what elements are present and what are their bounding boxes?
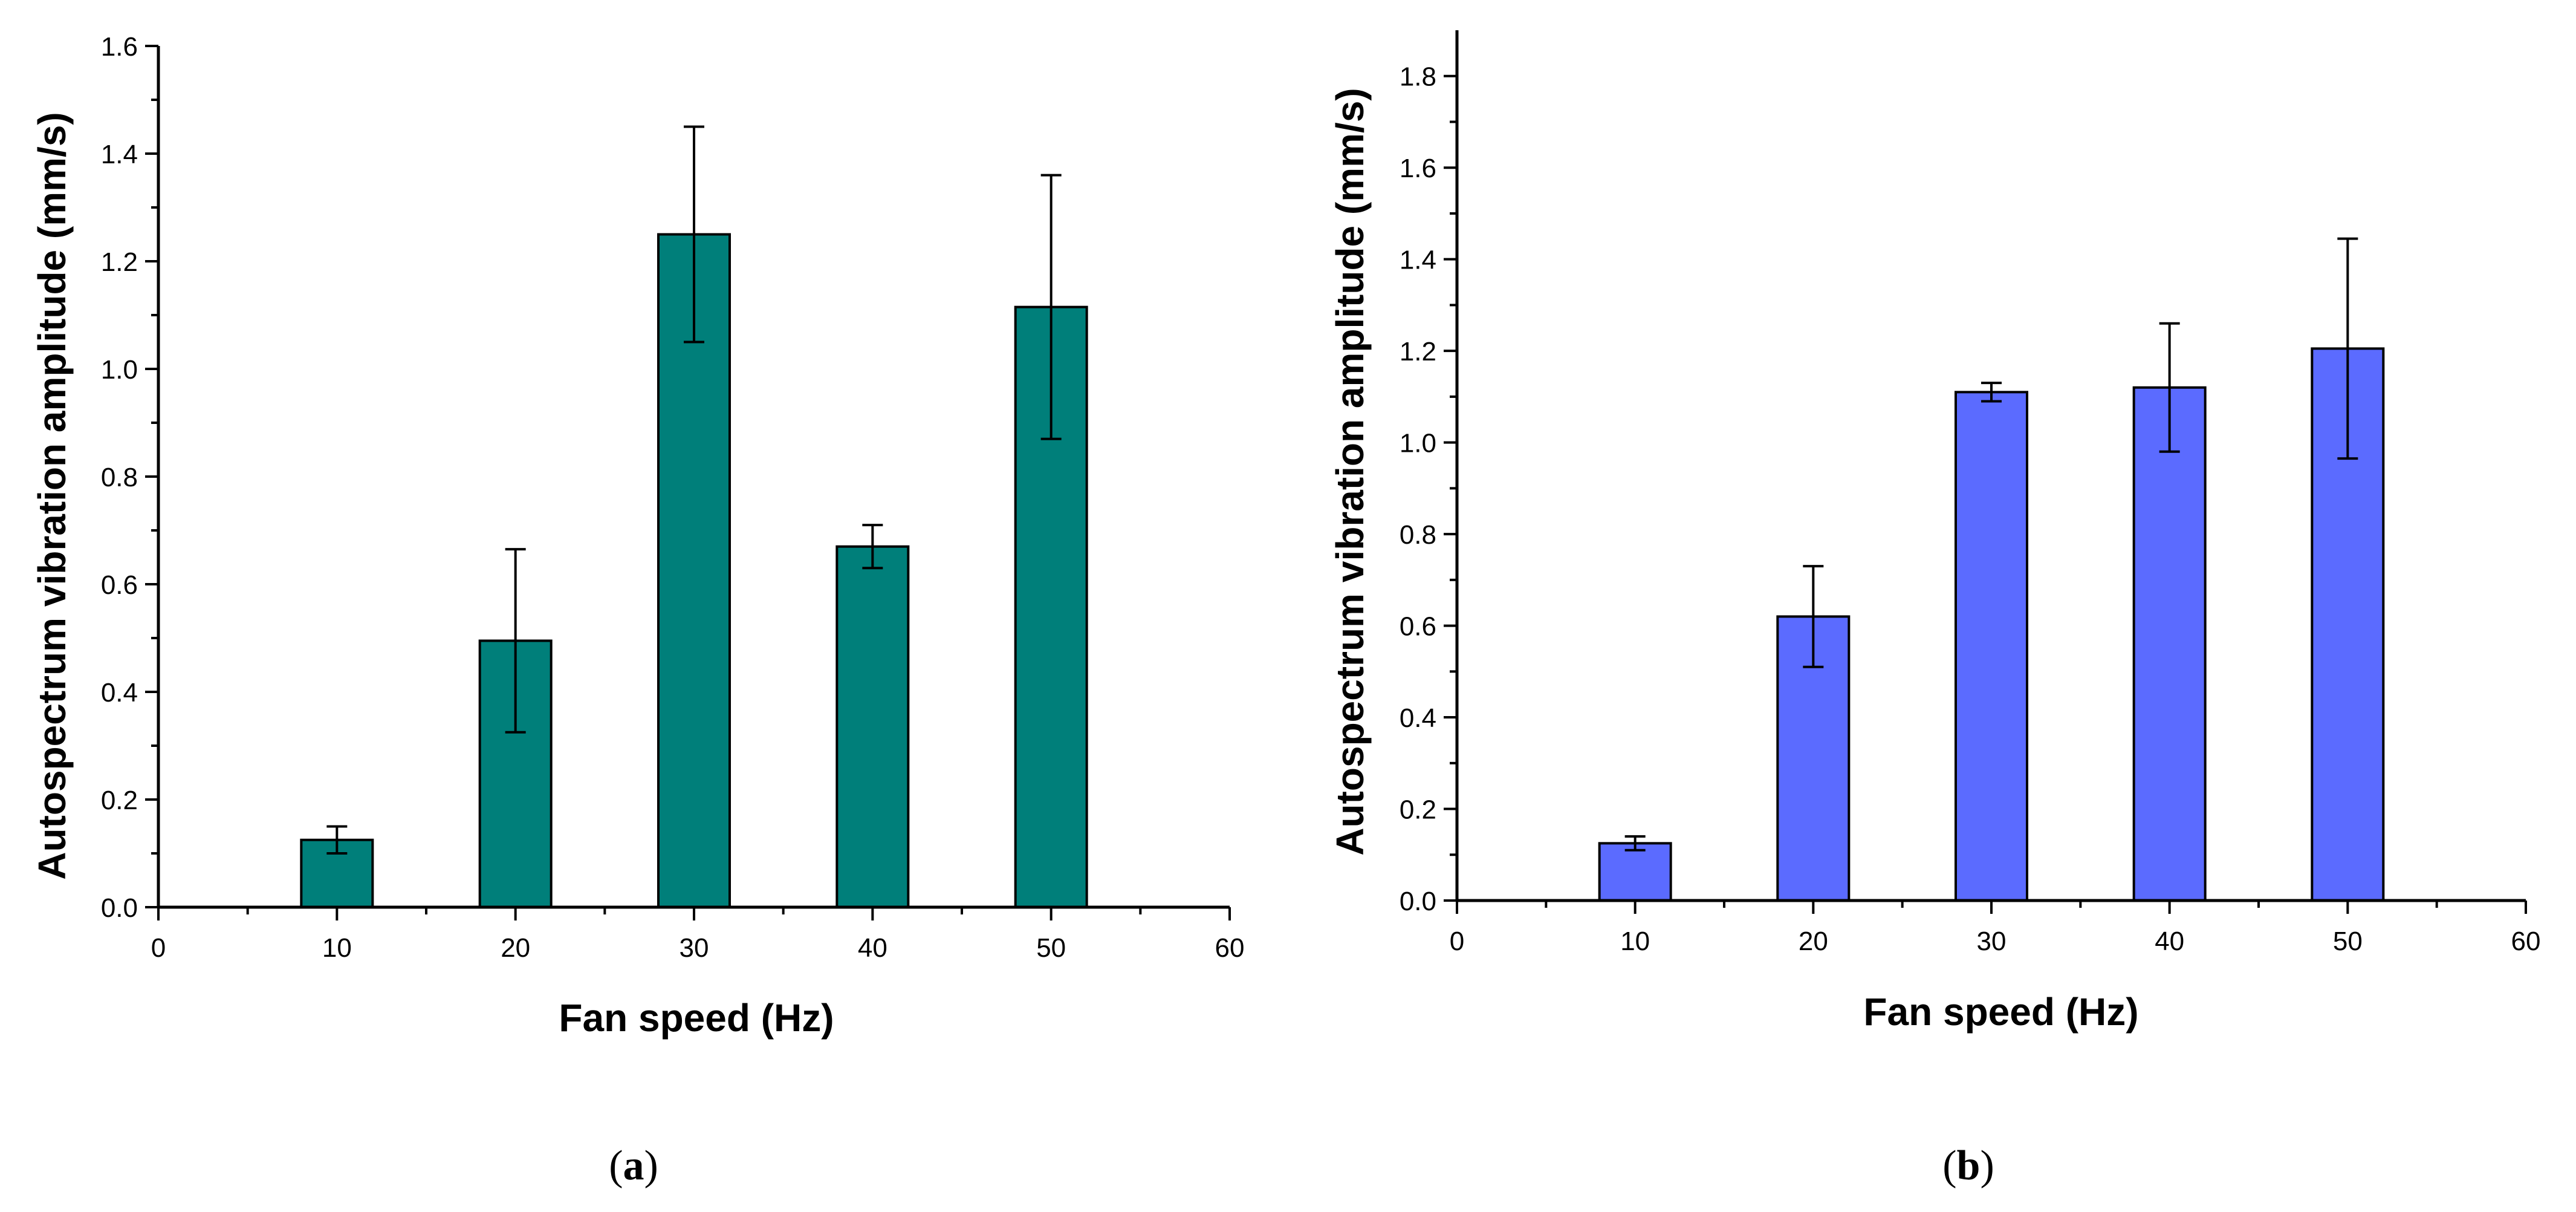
x-tick-label: 0: [151, 933, 166, 963]
y-tick-label: 1.2: [1400, 337, 1436, 367]
x-tick-label: 0: [1450, 927, 1464, 956]
panel-caption-a: (a): [609, 1142, 658, 1189]
y-tick-label: 0.2: [1400, 795, 1436, 825]
bars: [300, 233, 1088, 908]
y-tick-label: 1.0: [101, 355, 138, 385]
y-tick-labels: 0.0 0.2 0.4 0.6 0.8 1.0 1.2 1.4 1.6 1.8: [1400, 62, 1436, 916]
error-bars: [1624, 237, 2358, 852]
y-tick-label: 1.2: [101, 247, 138, 277]
bar: [1598, 842, 1672, 902]
x-tick-label: 60: [2511, 927, 2541, 956]
y-tick-label: 0.8: [1400, 520, 1436, 550]
y-axis-title: Autospectrum vibration amplitude (mm/s): [30, 112, 74, 879]
error-bars: [326, 125, 1062, 855]
x-tick-label: 30: [1977, 927, 2007, 956]
axes: [157, 46, 1230, 909]
x-tick-label: 30: [680, 933, 709, 963]
chart-panel-b: 0.0 0.2 0.4 0.6 0.8 1.0 1.2 1.4 1.6 1.8 0 10 20 30 40…: [1328, 30, 2540, 1189]
x-tick-label: 10: [1620, 927, 1650, 956]
axes: [1455, 30, 2526, 902]
bar: [2132, 386, 2207, 902]
y-tick-label: 1.8: [1400, 62, 1436, 92]
panel-letter-a: a: [623, 1142, 644, 1189]
chart-panel-a: 0.0 0.2 0.4 0.6 0.8 1.0 1.2 1.4 1.6 0 10 20 30 40 50 6…: [30, 32, 1244, 1189]
bar: [1955, 391, 2028, 902]
y-axis-title: Autospectrum vibration amplitude (mm/s): [1328, 88, 1372, 855]
panel-letter-b: b: [1957, 1142, 1981, 1189]
y-tick-label: 0.8: [101, 463, 138, 492]
x-axis-title: Fan speed (Hz): [1863, 990, 2138, 1034]
bar: [835, 545, 910, 908]
y-tick-label: 0.6: [1400, 612, 1436, 642]
x-axis-title: Fan speed (Hz): [559, 996, 834, 1040]
x-tick-label: 50: [2333, 927, 2363, 956]
x-tick-label: 10: [322, 933, 352, 963]
x-tick-labels: 0 10 20 30 40 50 60: [1450, 927, 2541, 956]
y-tick-label: 1.6: [101, 32, 138, 62]
x-tick-label: 20: [1799, 927, 1828, 956]
x-tick-label: 40: [2155, 927, 2184, 956]
y-tick-label: 0.4: [1400, 703, 1436, 733]
y-tick-label: 1.4: [101, 140, 138, 169]
bars: [1598, 347, 2385, 902]
y-tick-labels: 0.0 0.2 0.4 0.6 0.8 1.0 1.2 1.4 1.6: [101, 32, 138, 923]
y-tick-label: 1.6: [1400, 154, 1436, 183]
x-tick-label: 50: [1036, 933, 1066, 963]
y-tick-label: 1.0: [1400, 429, 1436, 458]
y-tick-label: 0.2: [101, 786, 138, 815]
y-tick-label: 0.0: [101, 893, 138, 923]
x-tick-label: 60: [1215, 933, 1245, 963]
y-tick-label: 0.6: [101, 570, 138, 600]
x-tick-labels: 0 10 20 30 40 50 60: [151, 933, 1245, 963]
y-tick-label: 0.4: [101, 678, 138, 708]
x-tick-label: 40: [858, 933, 887, 963]
y-tick-label: 1.4: [1400, 246, 1436, 275]
y-tick-label: 0.0: [1400, 887, 1436, 916]
panel-caption-b: (b): [1942, 1142, 1994, 1189]
x-tick-label: 20: [501, 933, 530, 963]
